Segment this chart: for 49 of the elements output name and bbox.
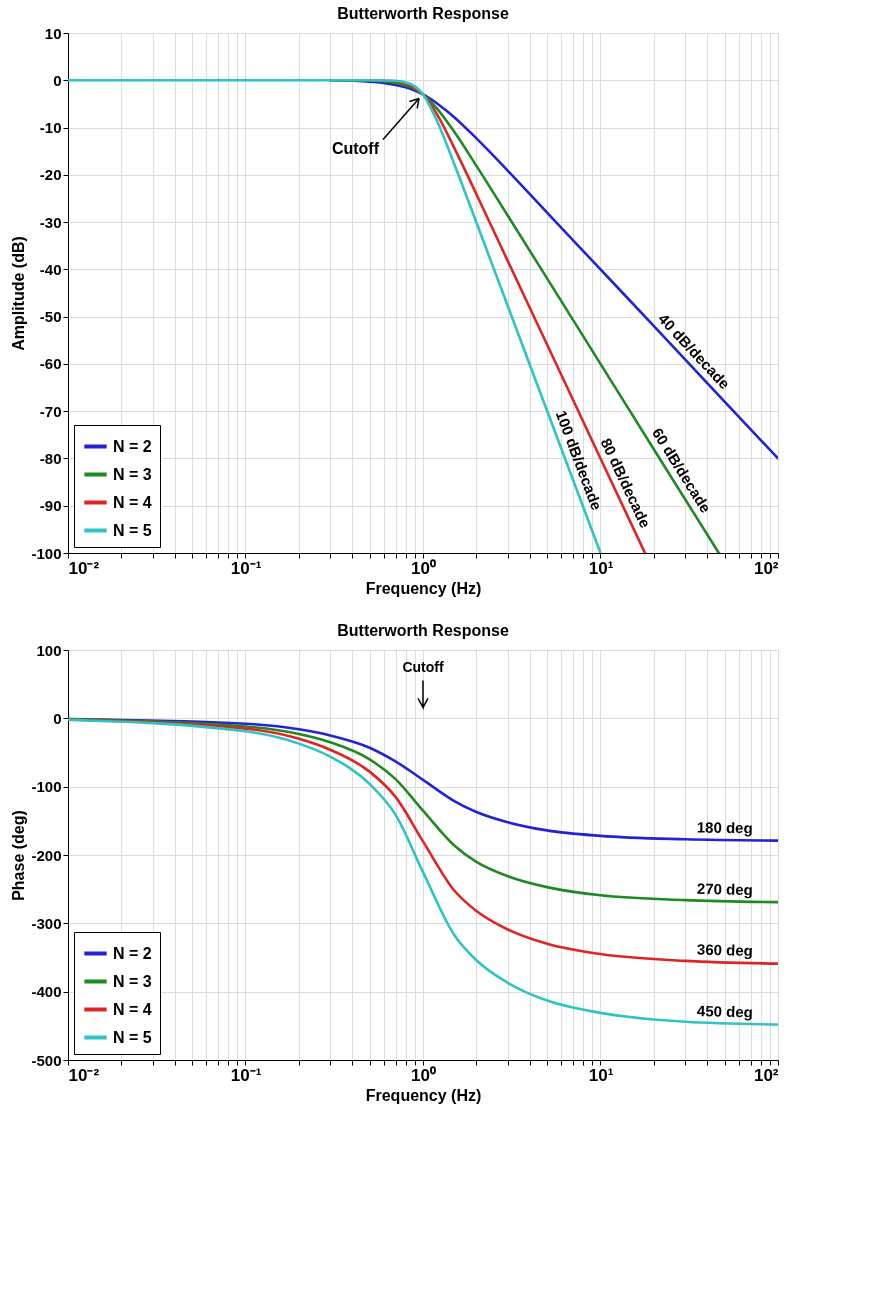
- y-tick-label: -100: [31, 544, 62, 562]
- y-tick-label: -70: [39, 402, 62, 420]
- x-tick-label: 10⁰: [411, 558, 436, 578]
- y-tick-label: -10: [39, 119, 62, 137]
- y-tick-label: -300: [31, 914, 62, 932]
- y-tick-label: 0: [53, 71, 62, 89]
- x-axis-title: Frequency (Hz): [365, 1086, 482, 1104]
- legend-label: N = 4: [113, 493, 152, 511]
- y-tick-label: -100: [31, 778, 62, 796]
- y-tick-label: -40: [39, 260, 62, 278]
- y-axis-title: Amplitude (dB): [10, 236, 28, 351]
- x-tick-label: 10⁻²: [68, 1065, 100, 1085]
- legend-label: N = 5: [113, 521, 152, 539]
- chart-title: Butterworth Response: [337, 5, 509, 22]
- y-tick-label: -200: [31, 846, 62, 864]
- legend-label: N = 2: [113, 437, 152, 455]
- y-tick-label: -80: [39, 449, 62, 467]
- x-tick-label: 10¹: [588, 558, 614, 578]
- x-axis-title: Frequency (Hz): [365, 579, 482, 597]
- legend-label: N = 5: [113, 1028, 152, 1046]
- y-tick-label: 100: [36, 641, 62, 659]
- y-tick-label: -500: [31, 1051, 62, 1069]
- annotation: 270 deg: [696, 879, 753, 899]
- x-tick-label: 10⁻¹: [230, 558, 262, 578]
- y-tick-label: -90: [39, 497, 62, 515]
- annotation: 450 deg: [696, 1001, 754, 1021]
- chart-title: Butterworth Response: [337, 622, 509, 639]
- y-axis-title: Phase (deg): [10, 810, 28, 901]
- y-tick-label: -60: [39, 355, 62, 373]
- annotation: Cutoff: [402, 658, 444, 675]
- y-tick-label: -50: [39, 308, 62, 326]
- x-tick-label: 10⁻²: [68, 558, 100, 578]
- x-tick-label: 10⁻¹: [230, 1065, 262, 1085]
- y-tick-label: -30: [39, 213, 62, 231]
- legend-label: N = 2: [113, 944, 152, 962]
- x-tick-label: 10⁰: [411, 1065, 436, 1085]
- x-tick-label: 10²: [753, 1065, 779, 1085]
- y-tick-label: -400: [31, 983, 62, 1001]
- y-tick-label: -20: [39, 166, 62, 184]
- y-tick-label: 0: [53, 709, 62, 727]
- annotation: 180 deg: [696, 818, 753, 837]
- annotation: Cutoff: [331, 140, 380, 158]
- y-tick-label: 10: [44, 24, 62, 42]
- annotation: 360 deg: [696, 940, 754, 960]
- legend-label: N = 3: [113, 465, 152, 483]
- legend-label: N = 4: [113, 1000, 152, 1018]
- x-tick-label: 10²: [753, 558, 779, 578]
- legend-label: N = 3: [113, 972, 152, 990]
- x-tick-label: 10¹: [588, 1065, 614, 1085]
